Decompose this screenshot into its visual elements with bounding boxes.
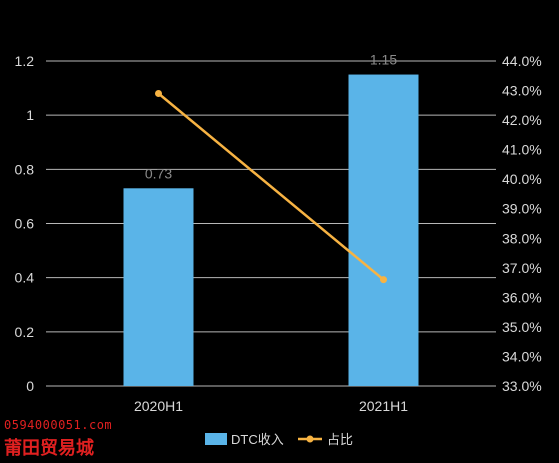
legend-swatch-bar: [205, 433, 227, 445]
left-axis-tick-label: 0: [26, 378, 34, 394]
legend-label-line: 占比: [327, 432, 353, 447]
right-axis-tick-label: 33.0%: [502, 378, 542, 394]
right-axis-tick-label: 35.0%: [502, 319, 542, 335]
left-axis-tick-label: 1: [26, 107, 34, 123]
bar-2021H1: [348, 74, 419, 387]
x-axis-tick-label: 2020H1: [134, 398, 183, 414]
right-axis-tick-label: 36.0%: [502, 289, 542, 305]
line-point-2021H1: [380, 276, 387, 284]
right-axis-tick-label: 37.0%: [502, 260, 542, 276]
legend-swatch-marker: [306, 435, 314, 443]
left-axis-tick-label: 0.8: [15, 161, 35, 177]
bar-data-label: 1.15: [370, 52, 397, 68]
right-axis-tick-label: 43.0%: [502, 83, 542, 99]
line-series-occupancy: [157, 92, 385, 281]
right-axis-tick-label: 44.0%: [502, 53, 542, 69]
bar-2020H1: [123, 188, 194, 386]
right-axis-tick-label: 39.0%: [502, 201, 542, 217]
watermark-url: 0594000051.com: [4, 418, 113, 432]
right-axis-tick-label: 34.0%: [502, 348, 542, 364]
x-axis-tick-label: 2021H1: [359, 398, 408, 414]
right-axis-tick-label: 41.0%: [502, 142, 542, 158]
left-axis-tick-label: 0.2: [15, 324, 35, 340]
right-axis-tick-label: 42.0%: [502, 112, 542, 128]
line-point-2020H1: [155, 90, 162, 97]
watermark-logo-text: 莆田贸易城: [4, 438, 94, 459]
left-axis-tick-label: 0.6: [15, 216, 35, 232]
right-axis-tick-label: 38.0%: [502, 230, 542, 246]
left-axis-tick-label: 0.4: [15, 270, 35, 286]
legend-label-bar: DTC收入: [231, 432, 284, 447]
left-axis-tick-label: 1.2: [15, 53, 35, 69]
right-axis-tick-label: 40.0%: [502, 171, 542, 187]
bar-data-label: 0.73: [145, 165, 172, 181]
